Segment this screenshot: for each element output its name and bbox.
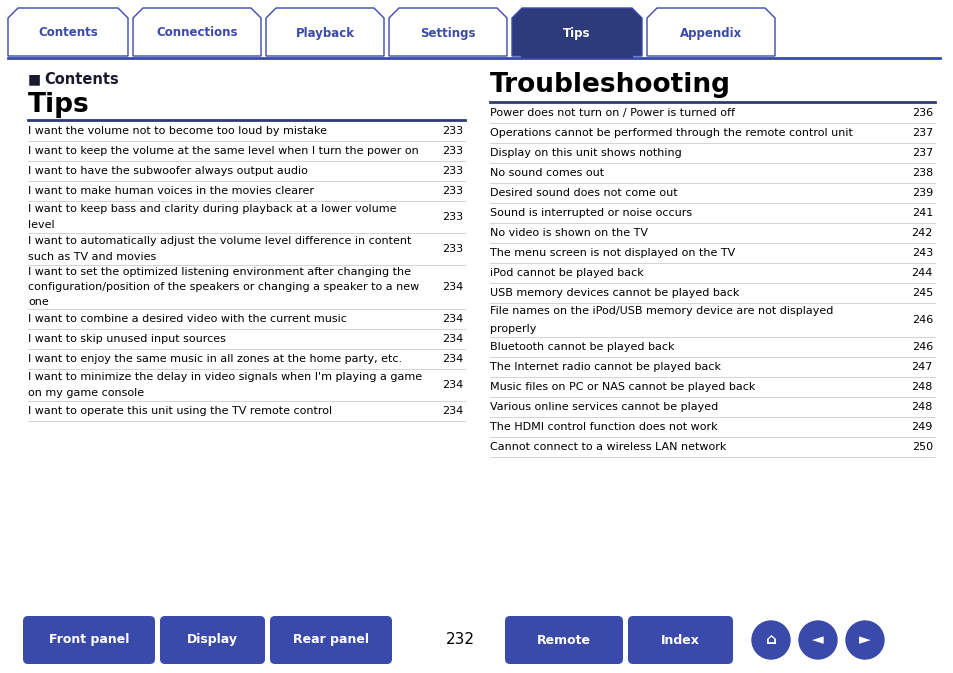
Text: The menu screen is not displayed on the TV: The menu screen is not displayed on the … <box>490 248 735 258</box>
Polygon shape <box>646 8 774 56</box>
Text: Power does not turn on / Power is turned off: Power does not turn on / Power is turned… <box>490 108 734 118</box>
Text: ◄: ◄ <box>811 633 823 647</box>
Polygon shape <box>512 8 641 56</box>
Text: on my game console: on my game console <box>28 388 144 398</box>
Text: 248: 248 <box>911 382 932 392</box>
Text: 236: 236 <box>911 108 932 118</box>
Text: I want to enjoy the same music in all zones at the home party, etc.: I want to enjoy the same music in all zo… <box>28 354 402 364</box>
Text: 238: 238 <box>911 168 932 178</box>
Text: 247: 247 <box>911 362 932 372</box>
Text: Display: Display <box>187 633 237 647</box>
Text: 234: 234 <box>441 406 462 416</box>
Text: 243: 243 <box>911 248 932 258</box>
Text: I want to minimize the delay in video signals when I'm playing a game: I want to minimize the delay in video si… <box>28 372 421 382</box>
FancyBboxPatch shape <box>23 616 154 664</box>
Text: Troubleshooting: Troubleshooting <box>490 72 730 98</box>
Text: 237: 237 <box>911 148 932 158</box>
Text: configuration/position of the speakers or changing a speaker to a new: configuration/position of the speakers o… <box>28 282 418 292</box>
Text: Music files on PC or NAS cannot be played back: Music files on PC or NAS cannot be playe… <box>490 382 755 392</box>
FancyBboxPatch shape <box>627 616 732 664</box>
Text: I want to keep bass and clarity during playback at a lower volume: I want to keep bass and clarity during p… <box>28 204 396 214</box>
Text: 249: 249 <box>911 422 932 432</box>
Text: Tips: Tips <box>562 26 590 40</box>
Text: Index: Index <box>660 633 700 647</box>
Text: Remote: Remote <box>537 633 590 647</box>
Text: 241: 241 <box>911 208 932 218</box>
Circle shape <box>751 621 789 659</box>
Text: 232: 232 <box>445 633 474 647</box>
FancyBboxPatch shape <box>504 616 622 664</box>
Text: Sound is interrupted or noise occurs: Sound is interrupted or noise occurs <box>490 208 691 218</box>
Text: Tips: Tips <box>28 92 90 118</box>
Text: 233: 233 <box>441 166 462 176</box>
Text: 234: 234 <box>441 380 462 390</box>
Text: level: level <box>28 220 54 230</box>
Text: properly: properly <box>490 324 536 334</box>
Text: 233: 233 <box>441 212 462 222</box>
Text: 234: 234 <box>441 334 462 344</box>
Circle shape <box>799 621 836 659</box>
Text: ⌂: ⌂ <box>764 633 776 647</box>
Text: Connections: Connections <box>156 26 237 40</box>
Text: 234: 234 <box>441 282 462 292</box>
Text: 233: 233 <box>441 186 462 196</box>
Text: ■: ■ <box>28 72 41 86</box>
Polygon shape <box>389 8 506 56</box>
Text: iPod cannot be played back: iPod cannot be played back <box>490 268 643 278</box>
Text: Playback: Playback <box>295 26 355 40</box>
Text: 246: 246 <box>911 315 932 325</box>
Text: I want to operate this unit using the TV remote control: I want to operate this unit using the TV… <box>28 406 332 416</box>
Text: Rear panel: Rear panel <box>293 633 369 647</box>
Text: I want to keep the volume at the same level when I turn the power on: I want to keep the volume at the same le… <box>28 146 418 156</box>
Text: I want to set the optimized listening environment after changing the: I want to set the optimized listening en… <box>28 267 411 277</box>
Text: I want to skip unused input sources: I want to skip unused input sources <box>28 334 226 344</box>
Text: such as TV and movies: such as TV and movies <box>28 252 156 262</box>
Polygon shape <box>8 8 128 56</box>
Text: Display on this unit shows nothing: Display on this unit shows nothing <box>490 148 681 158</box>
Text: 233: 233 <box>441 244 462 254</box>
Text: Contents: Contents <box>38 26 98 40</box>
FancyBboxPatch shape <box>270 616 392 664</box>
Text: I want to automatically adjust the volume level difference in content: I want to automatically adjust the volum… <box>28 236 411 246</box>
Text: Cannot connect to a wireless LAN network: Cannot connect to a wireless LAN network <box>490 442 725 452</box>
Polygon shape <box>132 8 261 56</box>
Text: 233: 233 <box>441 126 462 136</box>
Text: I want to have the subwoofer always output audio: I want to have the subwoofer always outp… <box>28 166 308 176</box>
Text: The HDMI control function does not work: The HDMI control function does not work <box>490 422 717 432</box>
Text: 234: 234 <box>441 314 462 324</box>
Text: Bluetooth cannot be played back: Bluetooth cannot be played back <box>490 342 674 352</box>
Text: 250: 250 <box>911 442 932 452</box>
Text: Operations cannot be performed through the remote control unit: Operations cannot be performed through t… <box>490 128 852 138</box>
Text: No sound comes out: No sound comes out <box>490 168 603 178</box>
Text: 245: 245 <box>911 288 932 298</box>
Text: No video is shown on the TV: No video is shown on the TV <box>490 228 647 238</box>
Text: I want to make human voices in the movies clearer: I want to make human voices in the movie… <box>28 186 314 196</box>
Text: one: one <box>28 297 49 307</box>
Text: 248: 248 <box>911 402 932 412</box>
Text: Desired sound does not come out: Desired sound does not come out <box>490 188 677 198</box>
Text: 244: 244 <box>911 268 932 278</box>
Text: ►: ► <box>859 633 870 647</box>
Polygon shape <box>266 8 384 56</box>
Text: Contents: Contents <box>44 72 118 87</box>
Circle shape <box>845 621 883 659</box>
Text: Various online services cannot be played: Various online services cannot be played <box>490 402 718 412</box>
Text: 246: 246 <box>911 342 932 352</box>
Text: Settings: Settings <box>420 26 476 40</box>
Text: 233: 233 <box>441 146 462 156</box>
Text: 239: 239 <box>911 188 932 198</box>
Text: 237: 237 <box>911 128 932 138</box>
Text: I want the volume not to become too loud by mistake: I want the volume not to become too loud… <box>28 126 327 136</box>
Text: Front panel: Front panel <box>49 633 129 647</box>
Text: 242: 242 <box>911 228 932 238</box>
Text: I want to combine a desired video with the current music: I want to combine a desired video with t… <box>28 314 347 324</box>
Text: The Internet radio cannot be played back: The Internet radio cannot be played back <box>490 362 720 372</box>
Text: 234: 234 <box>441 354 462 364</box>
Text: File names on the iPod/USB memory device are not displayed: File names on the iPod/USB memory device… <box>490 306 833 316</box>
FancyBboxPatch shape <box>160 616 265 664</box>
Text: USB memory devices cannot be played back: USB memory devices cannot be played back <box>490 288 739 298</box>
Text: Appendix: Appendix <box>679 26 741 40</box>
